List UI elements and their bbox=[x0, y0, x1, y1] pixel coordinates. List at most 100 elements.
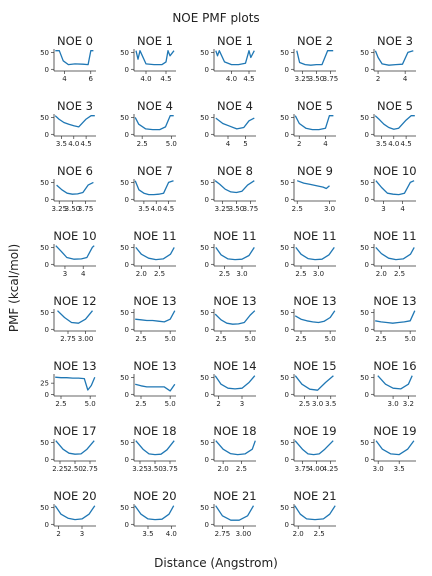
y-tick-label: 0 bbox=[205, 261, 209, 269]
x-tick-label: 2.5 bbox=[236, 465, 247, 473]
x-tick-label: 3 bbox=[63, 270, 67, 278]
pmf-series-line bbox=[294, 310, 336, 324]
y-tick-label: 0 bbox=[125, 261, 129, 269]
x-tick-label: 4 bbox=[81, 270, 86, 278]
pmf-series-line bbox=[55, 245, 95, 260]
y-tick-label: 0 bbox=[45, 196, 49, 204]
y-tick-label: 50 bbox=[120, 439, 129, 447]
subplot: NOE 20 0 50 3.5 4.0 bbox=[120, 489, 177, 538]
y-tick-label: 50 bbox=[120, 374, 129, 382]
x-tick-label: 5.0 bbox=[166, 140, 177, 148]
y-tick-label: 50 bbox=[360, 439, 369, 447]
subplot-title: NOE 1 bbox=[137, 34, 173, 48]
y-tick-label: 0 bbox=[205, 196, 209, 204]
subplot-title: NOE 10 bbox=[373, 164, 416, 178]
y-tick-label: 50 bbox=[200, 49, 209, 57]
x-tick-label: 2.5 bbox=[219, 270, 230, 278]
pmf-series-line bbox=[57, 310, 94, 324]
x-tick-label: 2.0 bbox=[376, 270, 387, 278]
x-tick-label: 3.25 bbox=[295, 75, 311, 83]
pmf-series-line bbox=[54, 115, 95, 128]
subplot-title: NOE 3 bbox=[57, 99, 93, 113]
x-tick-label: 4 bbox=[226, 140, 231, 148]
subplot-title: NOE 4 bbox=[217, 99, 253, 113]
y-tick-label: 50 bbox=[280, 374, 289, 382]
x-tick-label: 2.5 bbox=[135, 335, 146, 343]
x-tick-label: 5.0 bbox=[165, 400, 176, 408]
x-tick-label: 2 bbox=[376, 75, 380, 83]
y-tick-label: 50 bbox=[200, 504, 209, 512]
subplot-title: NOE 3 bbox=[377, 34, 413, 48]
y-tick-label: 50 bbox=[120, 179, 129, 187]
y-tick-label: 50 bbox=[120, 49, 129, 57]
y-tick-label: 50 bbox=[200, 374, 209, 382]
x-tick-label: 3.5 bbox=[138, 205, 149, 213]
pmf-series-line bbox=[375, 246, 415, 261]
y-tick-label: 50 bbox=[360, 179, 369, 187]
y-tick-label: 50 bbox=[360, 114, 369, 122]
x-tick-label: 2.5 bbox=[135, 400, 146, 408]
subplot: NOE 14 0 50 2 3 bbox=[200, 359, 257, 408]
x-tick-label: 3 bbox=[381, 205, 385, 213]
x-tick-label: 3.0 bbox=[313, 270, 324, 278]
x-tick-label: 3.75 bbox=[295, 465, 311, 473]
subplot-title: NOE 8 bbox=[217, 164, 253, 178]
y-tick-label: 50 bbox=[40, 179, 49, 187]
pmf-series-line bbox=[135, 50, 175, 66]
y-tick-label: 0 bbox=[365, 196, 369, 204]
subplot: NOE 13 0 50 2.5 5.0 bbox=[120, 294, 177, 343]
x-tick-label: 3.75 bbox=[78, 205, 94, 213]
pmf-series-line bbox=[215, 247, 255, 261]
subplot: NOE 10 0 50 3 4 bbox=[360, 164, 417, 213]
x-tick-label: 2.50 bbox=[67, 465, 83, 473]
subplot: NOE 13 0 50 2.5 5.0 bbox=[360, 294, 417, 343]
y-tick-label: 0 bbox=[45, 456, 49, 464]
pmf-series-line bbox=[134, 505, 175, 521]
subplot: NOE 19 0 50 3.0 3.5 bbox=[360, 424, 417, 473]
y-tick-label: 50 bbox=[40, 439, 49, 447]
subplot: NOE 13 0 50 2.5 5.0 bbox=[120, 359, 177, 408]
y-tick-label: 50 bbox=[280, 309, 289, 317]
subplot-title: NOE 4 bbox=[137, 99, 173, 113]
x-tick-label: 3.75 bbox=[323, 75, 339, 83]
y-tick-label: 0 bbox=[365, 456, 369, 464]
x-tick-label: 4.0 bbox=[166, 530, 177, 538]
x-tick-label: 5.0 bbox=[85, 400, 96, 408]
x-tick-label: 2.0 bbox=[218, 465, 229, 473]
pmf-series-line bbox=[135, 310, 176, 323]
y-tick-label: 50 bbox=[280, 179, 289, 187]
x-tick-label: 3.5 bbox=[142, 530, 153, 538]
y-tick-label: 50 bbox=[360, 309, 369, 317]
y-tick-label: 0 bbox=[205, 391, 209, 399]
x-tick-label: 3.0 bbox=[373, 465, 384, 473]
pmf-series-line bbox=[296, 180, 330, 190]
x-tick-label: 5.0 bbox=[405, 335, 416, 343]
subplot-title: NOE 5 bbox=[377, 99, 413, 113]
x-tick-label: 2.75 bbox=[60, 335, 76, 343]
subplot-title: NOE 13 bbox=[133, 294, 176, 308]
pmf-series-line bbox=[135, 440, 175, 456]
x-tick-label: 2.5 bbox=[55, 400, 66, 408]
x-tick-label: 4.0 bbox=[68, 140, 79, 148]
subplot: NOE 5 0 50 2 4 bbox=[280, 99, 336, 148]
y-tick-label: 50 bbox=[40, 244, 49, 252]
pmf-series-line bbox=[375, 310, 416, 324]
figure-xlabel: Distance (Angstrom) bbox=[154, 556, 278, 570]
x-tick-label: 4.5 bbox=[163, 205, 174, 213]
y-tick-label: 0 bbox=[365, 261, 369, 269]
subplot: NOE 13 0 25 2.5 5.0 bbox=[40, 359, 97, 408]
x-tick-label: 3.00 bbox=[236, 530, 252, 538]
subplot-title: NOE 10 bbox=[53, 229, 96, 243]
x-tick-label: 3.5 bbox=[325, 400, 336, 408]
subplot: NOE 4 0 50 4 5 bbox=[200, 99, 256, 148]
y-tick-label: 0 bbox=[125, 196, 129, 204]
subplot-title: NOE 13 bbox=[213, 294, 256, 308]
pmf-series-line bbox=[135, 383, 176, 392]
x-tick-label: 3.0 bbox=[312, 400, 323, 408]
figure-ylabel: PMF (kcal/mol) bbox=[7, 244, 21, 332]
x-tick-label: 4.0 bbox=[226, 75, 237, 83]
x-tick-label: 4.0 bbox=[388, 140, 399, 148]
x-tick-label: 2.0 bbox=[136, 270, 147, 278]
x-tick-label: 2.5 bbox=[299, 400, 310, 408]
x-tick-label: 3.50 bbox=[147, 465, 163, 473]
